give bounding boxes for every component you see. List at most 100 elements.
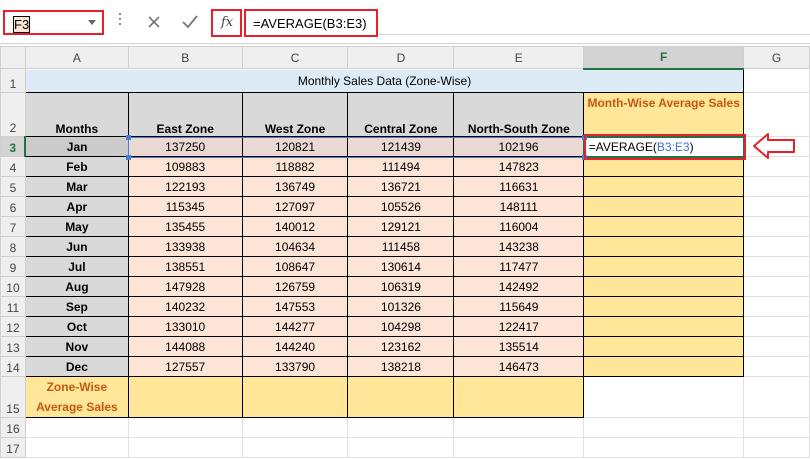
- value-cell[interactable]: 136721: [347, 176, 455, 197]
- cell[interactable]: [241, 437, 349, 458]
- header-months[interactable]: Months: [24, 92, 129, 137]
- value-cell[interactable]: 133010: [127, 316, 243, 337]
- value-cell[interactable]: 144277: [241, 316, 349, 337]
- value-cell[interactable]: 122417: [453, 316, 585, 337]
- average-cell[interactable]: [583, 196, 745, 217]
- month-cell[interactable]: Jul: [24, 256, 129, 277]
- value-cell[interactable]: 127097: [241, 196, 349, 217]
- zone-average-cell[interactable]: [241, 376, 349, 418]
- cell[interactable]: [743, 68, 810, 93]
- row-header-17[interactable]: 17: [0, 437, 26, 458]
- average-cell[interactable]: [583, 256, 745, 277]
- month-cell[interactable]: Apr: [24, 196, 129, 217]
- average-cell[interactable]: [583, 336, 745, 357]
- value-cell[interactable]: 127557: [127, 356, 243, 377]
- value-cell[interactable]: 116004: [453, 216, 585, 237]
- value-cell[interactable]: 117477: [453, 256, 585, 277]
- column-header-b[interactable]: B: [127, 46, 243, 69]
- cell[interactable]: [347, 437, 455, 458]
- row-header-3[interactable]: 3: [0, 136, 27, 157]
- column-header-e[interactable]: E: [453, 46, 585, 69]
- value-cell[interactable]: 120821: [241, 136, 349, 157]
- row-header-16[interactable]: 16: [0, 417, 26, 438]
- value-cell[interactable]: 144088: [127, 336, 243, 357]
- value-cell[interactable]: 147553: [241, 296, 349, 317]
- column-header-a[interactable]: A: [24, 46, 129, 69]
- cancel-icon[interactable]: [144, 12, 164, 32]
- value-cell[interactable]: 101326: [347, 296, 455, 317]
- value-cell[interactable]: 133790: [241, 356, 349, 377]
- value-cell[interactable]: 147823: [453, 156, 585, 177]
- average-cell[interactable]: [583, 176, 745, 197]
- name-box[interactable]: F3: [3, 10, 104, 35]
- cell[interactable]: [241, 417, 349, 438]
- month-cell[interactable]: Sep: [24, 296, 129, 317]
- value-cell[interactable]: 122193: [127, 176, 243, 197]
- zone-average-cell[interactable]: [453, 376, 585, 418]
- value-cell[interactable]: 115345: [127, 196, 243, 217]
- header-north-south-zone[interactable]: North-South Zone: [453, 92, 585, 137]
- header-east-zone[interactable]: East Zone: [127, 92, 243, 137]
- cell[interactable]: [24, 437, 129, 458]
- value-cell[interactable]: 148111: [453, 196, 585, 217]
- value-cell[interactable]: 138551: [127, 256, 243, 277]
- value-cell[interactable]: 123162: [347, 336, 455, 357]
- value-cell[interactable]: 115649: [453, 296, 585, 317]
- cell[interactable]: [743, 276, 810, 297]
- column-header-f[interactable]: F: [583, 46, 745, 70]
- value-cell[interactable]: 109883: [127, 156, 243, 177]
- value-cell[interactable]: 111494: [347, 156, 455, 177]
- cell[interactable]: [583, 376, 745, 418]
- average-cell[interactable]: [583, 316, 745, 337]
- average-cell[interactable]: [583, 356, 745, 377]
- value-cell[interactable]: 137250: [127, 136, 243, 157]
- zone-average-cell[interactable]: [347, 376, 455, 418]
- row-header-2[interactable]: 2: [0, 92, 26, 137]
- more-options-icon[interactable]: [119, 13, 122, 31]
- value-cell[interactable]: 108647: [241, 256, 349, 277]
- month-cell[interactable]: Aug: [24, 276, 129, 297]
- value-cell[interactable]: 104634: [241, 236, 349, 257]
- row-header-15[interactable]: 15: [0, 376, 26, 418]
- value-cell[interactable]: 118882: [241, 156, 349, 177]
- value-cell[interactable]: 133938: [127, 236, 243, 257]
- header-west-zone[interactable]: West Zone: [241, 92, 349, 137]
- cell[interactable]: [127, 417, 243, 438]
- month-cell[interactable]: Oct: [24, 316, 129, 337]
- row-header-11[interactable]: 11: [0, 296, 26, 317]
- average-cell[interactable]: [583, 216, 745, 237]
- header-month-wise-average[interactable]: Month-Wise Average Sales: [583, 92, 745, 137]
- row-header-9[interactable]: 9: [0, 256, 26, 277]
- cell[interactable]: [743, 356, 810, 377]
- cell[interactable]: [743, 216, 810, 237]
- value-cell[interactable]: 116631: [453, 176, 585, 197]
- column-header-g[interactable]: G: [743, 46, 810, 69]
- cell[interactable]: [743, 336, 810, 357]
- chevron-down-icon[interactable]: [88, 20, 96, 25]
- value-cell[interactable]: 121439: [347, 136, 455, 157]
- average-cell[interactable]: [583, 296, 745, 317]
- month-cell[interactable]: Feb: [24, 156, 129, 177]
- cell[interactable]: [743, 296, 810, 317]
- month-cell[interactable]: May: [24, 216, 129, 237]
- row-header-8[interactable]: 8: [0, 236, 26, 257]
- average-cell[interactable]: [583, 156, 745, 177]
- cell[interactable]: [743, 92, 810, 137]
- value-cell[interactable]: 143238: [453, 236, 585, 257]
- cell[interactable]: [743, 437, 810, 458]
- cell[interactable]: [743, 376, 810, 418]
- row-header-1[interactable]: 1: [0, 68, 26, 93]
- select-all-corner[interactable]: [0, 46, 26, 69]
- column-header-c[interactable]: C: [241, 46, 349, 69]
- value-cell[interactable]: 104298: [347, 316, 455, 337]
- value-cell[interactable]: 140232: [127, 296, 243, 317]
- cell[interactable]: [743, 256, 810, 277]
- zone-average-cell[interactable]: [127, 376, 243, 418]
- value-cell[interactable]: 140012: [241, 216, 349, 237]
- month-cell[interactable]: Mar: [24, 176, 129, 197]
- row-header-12[interactable]: 12: [0, 316, 26, 337]
- month-cell[interactable]: Jun: [24, 236, 129, 257]
- cell[interactable]: [743, 196, 810, 217]
- month-cell[interactable]: Nov: [24, 336, 129, 357]
- value-cell[interactable]: 106319: [347, 276, 455, 297]
